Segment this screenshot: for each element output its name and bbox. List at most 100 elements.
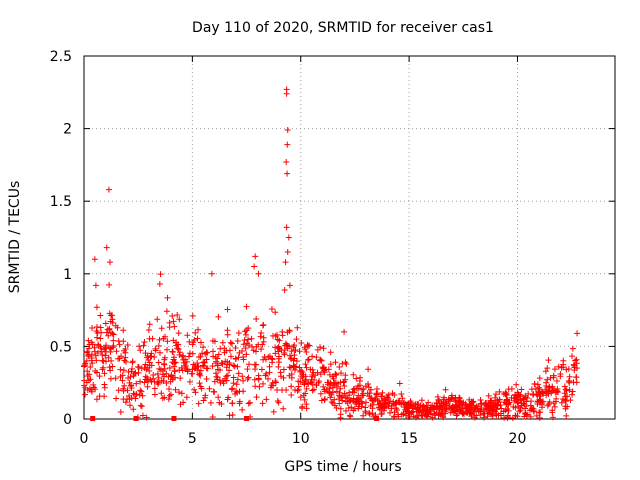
data-point [373,390,379,396]
data-point [167,320,173,326]
data-point [281,367,287,373]
data-point [477,397,483,403]
data-point [252,366,258,372]
data-point [574,379,580,385]
data-point [350,372,356,378]
data-point [137,347,143,353]
data-point [156,360,162,366]
data-point [192,330,198,336]
data-point [435,394,441,400]
data-point [252,253,258,259]
x-tick-label: 20 [509,431,527,447]
data-point [347,412,353,418]
data-point [309,387,315,393]
data-point [251,264,257,270]
data-point [94,304,100,310]
x-tick-labels: 05101520 [80,431,527,447]
data-point [164,347,170,353]
data-point [196,401,202,407]
data-point [208,400,214,406]
data-point [365,366,371,372]
data-point [165,295,171,301]
data-point [398,391,404,397]
data-point [306,356,312,362]
data-point [239,407,245,413]
data-point [122,355,128,361]
data-point [94,396,100,402]
data-point [297,348,303,354]
data-point [159,325,165,331]
data-point [287,282,293,288]
data-point [187,379,193,385]
data-point [135,364,141,370]
data-point [191,387,197,393]
data-point [285,249,291,255]
data-point [87,376,93,382]
data-point [102,385,108,391]
data-point [117,367,123,373]
data-point [92,256,98,262]
data-point [137,392,143,398]
data-point [97,336,103,342]
y-tick-label: 1 [63,267,72,283]
data-point [379,390,385,396]
data-point [252,383,258,389]
data-point [158,390,164,396]
data-point [235,338,241,344]
data-point [113,348,119,354]
data-point [269,306,275,312]
data-point [338,406,344,412]
data-point [554,378,560,384]
data-point [284,224,290,230]
data-point [104,245,110,251]
data-point [106,282,112,288]
data-point [140,343,146,349]
data-point [284,91,290,97]
data-point [321,345,327,351]
data-point [123,359,129,365]
data-point [158,271,164,277]
data-point [536,385,542,391]
data-point [177,375,183,381]
data-point [186,354,192,360]
data-point [574,330,580,336]
data-point [260,357,266,363]
data-point [228,340,234,346]
data-point [230,412,236,418]
data-point [254,394,260,400]
data-point [82,392,88,398]
data-point [155,371,161,377]
data-point [246,400,252,406]
y-tick-label: 0.5 [50,339,72,355]
data-point [99,358,105,364]
data-point [225,372,231,378]
data-point [410,409,416,415]
y-tick-label: 2.5 [50,49,72,65]
data-point [140,393,146,399]
data-point [190,313,196,319]
data-point [363,399,369,405]
data-point [150,336,156,342]
data-point [210,348,216,354]
data-point [567,374,573,380]
data-point [152,391,158,397]
data-point [288,383,294,389]
data-point [167,393,173,399]
data-point [130,406,136,412]
y-axis-label: SRMTID / TECUs [7,181,23,294]
data-point [260,322,266,328]
data-point [378,411,384,417]
data-point [156,337,162,343]
data-point [560,358,566,364]
data-point [89,325,95,331]
data-point [397,380,403,386]
data-point [481,415,487,421]
data-point [293,336,299,342]
x-tick-label: 10 [292,431,310,447]
data-point [341,329,347,335]
data-point [258,334,264,340]
data-point [169,313,175,319]
data-point [190,351,196,357]
data-point [167,365,173,371]
data-point [97,373,103,379]
